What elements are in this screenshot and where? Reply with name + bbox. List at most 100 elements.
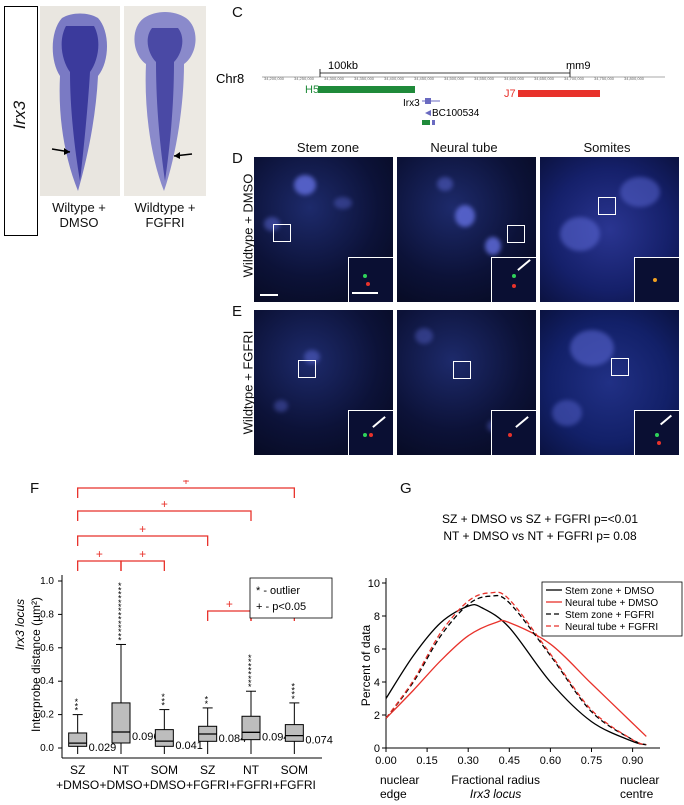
assembly-label: mm9 — [566, 60, 590, 72]
x-tick-label: +DMSO — [56, 778, 99, 792]
caption-a-line2: DMSO — [59, 215, 99, 230]
embryo-caption-b: Wildtype + FGFRI — [120, 200, 210, 230]
panel-label-d: D — [232, 150, 243, 167]
y-tick-label: 0.6 — [40, 643, 54, 654]
svg-text:34,550,000: 34,550,000 — [474, 76, 495, 81]
column-header-somites: Somites — [583, 140, 631, 155]
significance-marker: + — [139, 547, 146, 561]
x-axis-label-gene: Irx3 locus — [470, 787, 521, 801]
legend-significance: + - p<0.05 — [256, 601, 306, 613]
svg-text:34,450,000: 34,450,000 — [414, 76, 435, 81]
embryo-image-a — [40, 6, 120, 196]
svg-text:34,600,000: 34,600,000 — [504, 76, 525, 81]
significance-bracket: + — [77, 497, 252, 521]
series-line — [385, 594, 647, 746]
panel-label-f: F — [30, 480, 40, 497]
chart-subtitle-line2: NT + DMSO vs NT + FGFRI p= 0.08 — [443, 529, 637, 543]
micrograph-d-stem-zone — [254, 157, 393, 302]
y-axis-label: Percent of data — [360, 624, 373, 706]
scale-label: 100kb — [328, 60, 358, 72]
outlier-marker: * — [118, 602, 122, 612]
x-tick-label: 0.00 — [375, 755, 396, 767]
legend-entry: Stem zone + FGFRI — [565, 610, 654, 621]
x-tick-label: 0.60 — [540, 755, 561, 767]
outlier-marker: * — [118, 627, 122, 637]
panel-label-e: E — [232, 303, 243, 320]
y-axis-label: Interprobe distance (µm²) — [29, 597, 43, 732]
x-end-label-left: nuclear — [380, 773, 419, 787]
micrograph-e-stem-zone — [254, 310, 393, 455]
bracket-line — [77, 487, 295, 498]
x-end-label-right: nuclear — [620, 773, 659, 787]
embryo-image-b — [124, 6, 206, 196]
legend-frame — [541, 581, 683, 637]
x-tick-label: +DMSO — [143, 778, 186, 792]
x-tick-label: +FGFRI — [229, 778, 272, 792]
box — [154, 729, 174, 747]
outlier-marker: * — [291, 681, 295, 691]
median-label: 0.041 — [175, 740, 203, 752]
micrograph-d-neural-tube — [397, 157, 536, 302]
y-tick-label: 4 — [374, 677, 380, 689]
x-tick-label: 0.75 — [581, 755, 602, 767]
outlier-marker: * — [248, 674, 252, 684]
y-tick-label: 1.0 — [40, 576, 54, 587]
genome-track: Chr8 34,200,000 34,250,000 34,300,000 34,3… — [216, 60, 665, 125]
outlier-marker: * — [205, 695, 209, 705]
outlier-marker: * — [75, 697, 79, 707]
gene-label: Irx3 — [10, 100, 29, 130]
bracket-line — [207, 610, 252, 621]
median-label: 0.096 — [132, 731, 160, 743]
bracket-line — [77, 535, 209, 546]
panel-label-g: G — [400, 480, 412, 497]
boxplot-legend: * - outlier + - p<0.05 — [249, 577, 333, 619]
boxplot-chart: 0.0 0.2 0.4 0.6 0.8 1.0 Interprobe distance (µ… — [13, 480, 333, 792]
caption-b-line2: FGFRI — [145, 215, 185, 230]
outlier-marker: * — [118, 610, 122, 620]
outlier-marker: * — [291, 690, 295, 700]
significance-bracket: + — [207, 597, 252, 621]
line-chart: SZ + DMSO vs SZ + FGFRI p=<0.01 NT + DMSO… — [360, 512, 683, 801]
x-tick-label: SOM — [281, 763, 308, 777]
y-tick-label: 0.8 — [40, 609, 54, 620]
outlier-marker: * — [118, 623, 122, 633]
outlier-marker: * — [248, 657, 252, 667]
svg-text:34,750,000: 34,750,000 — [594, 76, 615, 81]
micrograph-d-somites — [540, 157, 679, 302]
svg-text:34,400,000: 34,400,000 — [384, 76, 405, 81]
panel-label-c: C — [232, 4, 243, 21]
outlier-marker: * — [118, 590, 122, 600]
outlier-marker: * — [161, 701, 165, 711]
y-axis-label-gene: Irx3 locus — [13, 599, 27, 650]
y-tick-label: 2 — [374, 710, 380, 722]
significance-marker: + — [226, 597, 233, 611]
outlier-marker: * — [248, 678, 252, 688]
x-tick-label: 0.45 — [499, 755, 520, 767]
outlier-marker: * — [75, 701, 79, 711]
x-tick-label: +DMSO — [99, 778, 142, 792]
svg-text:34,250,000: 34,250,000 — [294, 76, 315, 81]
outlier-marker: * — [248, 653, 252, 663]
bracket-line — [120, 560, 165, 571]
y-tick-label: 6 — [374, 644, 380, 656]
chart-subtitle-line1: SZ + DMSO vs SZ + FGFRI p=<0.01 — [442, 512, 638, 526]
box — [284, 724, 304, 742]
outlier-marker: * — [248, 666, 252, 676]
series-line — [385, 591, 647, 746]
legend-outlier: * - outlier — [256, 585, 300, 597]
svg-text:34,350,000: 34,350,000 — [354, 76, 375, 81]
significance-marker: + — [139, 522, 146, 536]
probe-j7-label: J7 — [504, 88, 516, 100]
outlier-marker: * — [118, 635, 122, 645]
legend-entry: Neural tube + DMSO — [565, 598, 658, 609]
column-header-neural-tube: Neural tube — [430, 140, 498, 155]
series-line — [385, 603, 647, 746]
x-tick-label: SZ — [70, 763, 85, 777]
outlier-marker: * — [118, 619, 122, 629]
probe-h5-label: H5 — [305, 84, 319, 96]
micrograph-e-somites — [540, 310, 679, 455]
box — [68, 732, 88, 747]
x-tick-label: NT — [243, 763, 260, 777]
x-tick-label: 0.15 — [416, 755, 437, 767]
embryo-caption-a: Wiltype + DMSO — [36, 200, 122, 230]
